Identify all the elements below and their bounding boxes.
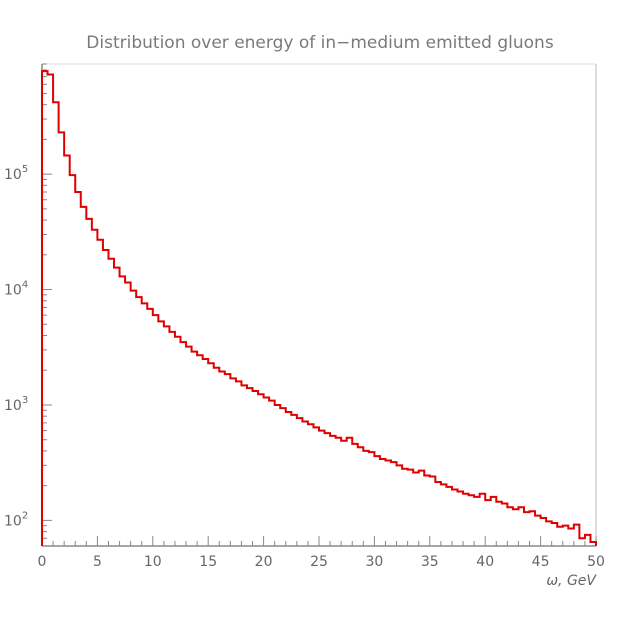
x-tick-label: 25 xyxy=(310,554,328,570)
y-tick-label: 102 xyxy=(4,510,28,529)
x-tick-label: 20 xyxy=(255,554,273,570)
x-tick-label: 10 xyxy=(144,554,162,570)
x-tick-label: 5 xyxy=(93,554,102,570)
chart-title: Distribution over energy of in−medium em… xyxy=(86,33,554,53)
x-tick-label: 40 xyxy=(476,554,494,570)
y-tick-labels: 102 103 104 105 xyxy=(4,164,28,529)
x-tick-label: 15 xyxy=(199,554,217,570)
x-tick-label: 35 xyxy=(421,554,439,570)
x-tick-label: 50 xyxy=(587,554,605,570)
x-tick-label: 45 xyxy=(532,554,550,570)
x-tick-label: 30 xyxy=(365,554,383,570)
x-axis-label: ω, GeV xyxy=(546,573,597,589)
y-tick-label: 105 xyxy=(4,164,28,183)
y-tick-label: 103 xyxy=(4,395,28,414)
x-tick-labels: 0 5 10 15 20 25 30 35 40 45 50 xyxy=(38,554,605,570)
series-histogram-line xyxy=(41,70,597,546)
x-tick-label: 0 xyxy=(38,554,47,570)
y-tick-label: 104 xyxy=(4,280,28,299)
axis-ticks xyxy=(41,63,597,547)
